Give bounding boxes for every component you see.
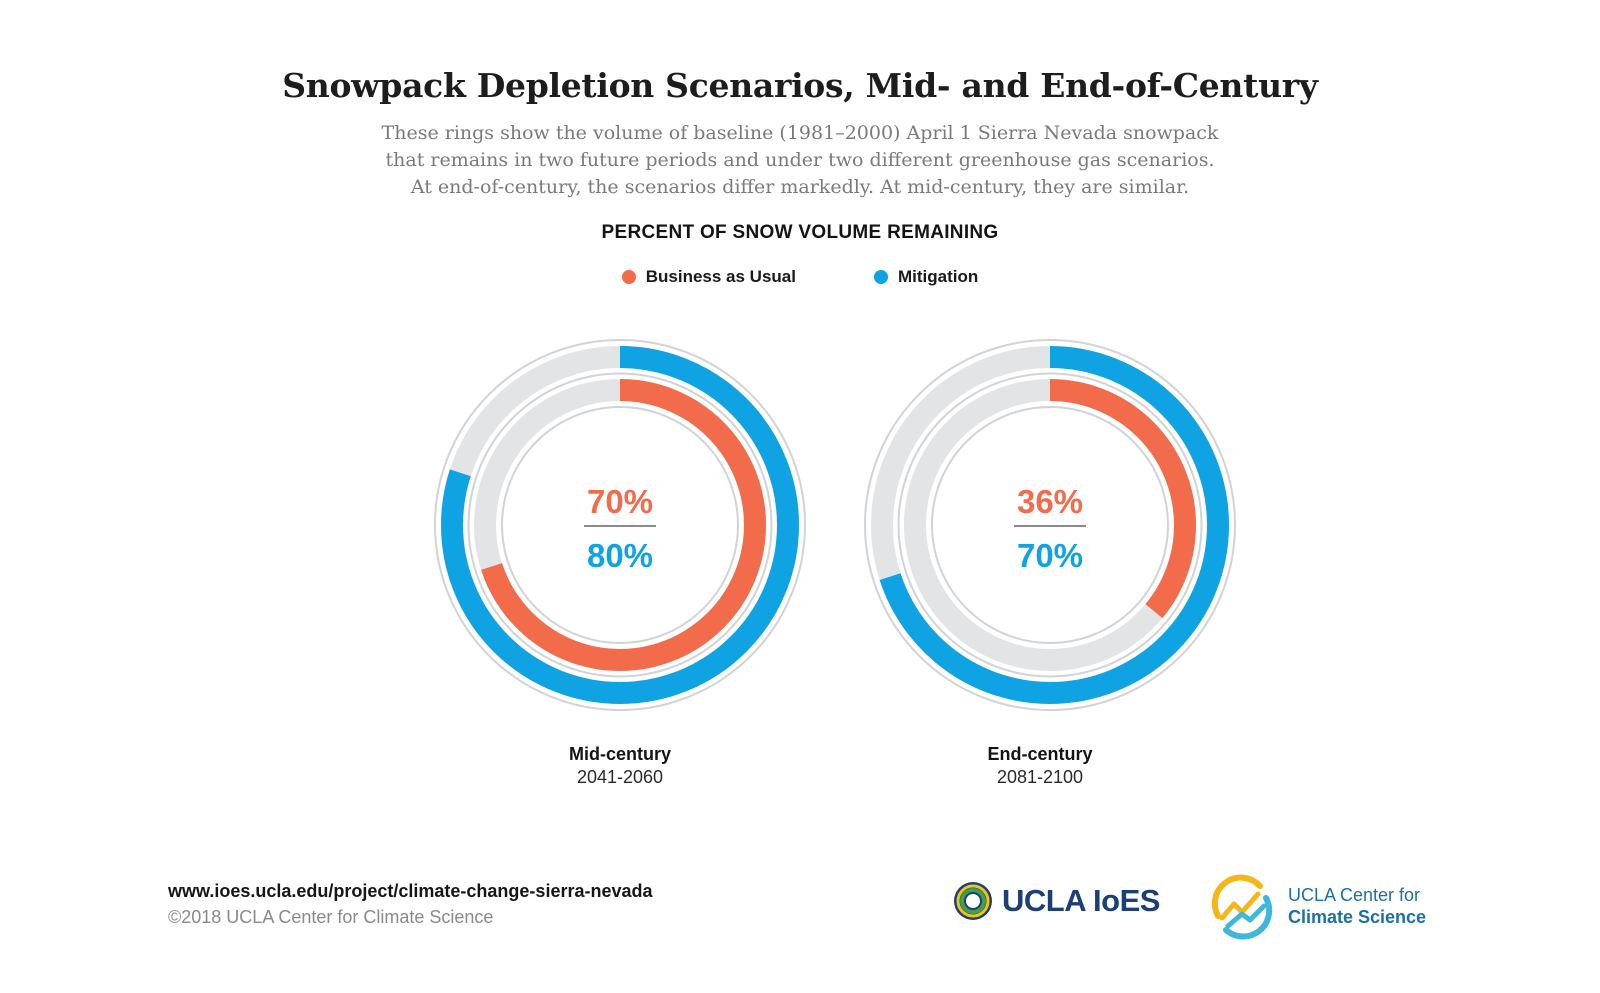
period-label-end: End-century 2081-2100 [920,744,1160,788]
subtitle-line: These rings show the volume of baseline … [381,122,1219,144]
logo-line-2: Climate Science [1288,907,1427,927]
ring-outline-middle [897,372,1203,678]
mitigation-arc [441,346,799,704]
period-name: Mid-century [568,744,671,764]
ring-outline-outer [864,339,1236,711]
mitigation-value-label: 80% [587,537,653,574]
legend-swatch-mitigation [873,270,888,284]
legend: Business as Usual Mitigation [0,267,1600,287]
climate-science-icon [1211,874,1273,940]
period-years: 2041-2060 [576,767,664,787]
period-name: End-century [987,744,1093,764]
source-link[interactable]: www.ioes.ucla.edu/project/climate-change… [168,881,653,901]
period-years: 2081-2100 [996,767,1084,787]
climate-science-logo-text: UCLA Center for Climate Science [1288,884,1426,928]
legend-swatch-business-as-usual [621,270,636,284]
ioes-logo-text: UCLA IoES [1002,883,1160,918]
copyright-text: ©2018 UCLA Center for Climate Science [168,907,494,927]
business-as-usual-value-label: 36% [1017,483,1083,520]
section-title: PERCENT OF SNOW VOLUME REMAINING [601,222,999,243]
subtitle-line: At end-of-century, the scenarios differ … [410,176,1190,198]
ring-outline-inner [931,406,1169,644]
legend-item-mitigation: Mitigation [873,267,979,287]
period-label-mid: Mid-century 2041-2060 [500,744,740,788]
business-as-usual-arc [474,379,766,671]
mitigation-value-label: 70% [1017,537,1083,574]
legend-label: Business as Usual [645,267,796,286]
business-as-usual-arc [904,379,1196,671]
logo-line-1: UCLA Center for [1288,885,1421,905]
ring-outline-outer [434,339,806,711]
business-as-usual-value-label: 70% [587,483,653,520]
ring-outline-middle [467,372,773,678]
mitigation-arc [871,346,1229,704]
subtitle-line: that remains in two future periods and u… [385,149,1215,171]
ring-outline-inner [501,406,739,644]
legend-item-business-as-usual: Business as Usual [621,267,796,287]
chart-subtitle: These rings show the volume of baseline … [250,120,1350,201]
legend-label: Mitigation [897,267,979,286]
ioes-ring-icon [954,882,992,920]
chart-title: Snowpack Depletion Scenarios, Mid- and E… [282,66,1318,105]
ucla-ioes-logo: UCLA IoES [952,880,1160,922]
center-climate-science-logo: UCLA Center for Climate Science [1208,872,1426,940]
